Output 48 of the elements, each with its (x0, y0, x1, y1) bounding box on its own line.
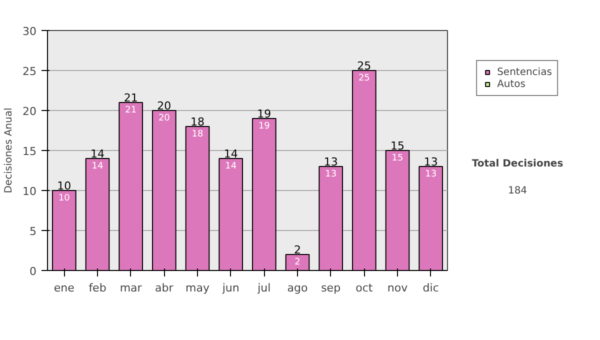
data-label: 20 (158, 114, 170, 124)
total-label: 18 (190, 116, 204, 128)
total-label: 25 (357, 60, 372, 72)
x-tick-label: abr (155, 282, 174, 294)
y-tick-label: 20 (22, 105, 37, 118)
x-tick-label: ago (287, 282, 308, 294)
x-tick-label: dic (422, 282, 439, 294)
x-tick-label: nov (387, 282, 408, 294)
x-tick-label: ene (54, 282, 75, 294)
x-tick-label: mar (120, 282, 142, 294)
legend-label: Autos (497, 78, 526, 90)
data-label: 21 (125, 106, 137, 116)
data-label: 2 (294, 258, 300, 268)
y-tick-label: 30 (22, 25, 37, 38)
x-tick-label: sep (321, 282, 341, 294)
x-tick-label: may (186, 282, 210, 294)
x-tick-label: jul (256, 282, 271, 294)
data-label: 15 (392, 154, 404, 164)
data-label: 14 (92, 162, 104, 172)
x-tick-label: jun (221, 282, 240, 294)
data-label: 13 (425, 170, 437, 180)
x-tick-label: oct (356, 282, 374, 294)
text: 184 (508, 186, 528, 197)
data-label: 14 (225, 162, 237, 172)
legend-label: Sentencias (497, 66, 552, 78)
total-label: 2 (294, 244, 301, 256)
y-tick-label: 5 (30, 225, 36, 238)
total-label: 21 (124, 92, 138, 104)
total-label: 13 (424, 156, 438, 168)
x-tick-label: feb (88, 282, 106, 294)
total-label: 14 (224, 148, 238, 160)
y-tick-label: 15 (22, 145, 37, 158)
total-label: 15 (390, 140, 404, 152)
total-label: 19 (257, 108, 272, 120)
y-tick-label: 25 (22, 65, 37, 78)
text: Total Decisiones (472, 158, 564, 170)
data-label: 18 (192, 130, 204, 140)
total-label: 14 (90, 148, 104, 160)
total-label: 10 (57, 180, 72, 192)
total-label: 13 (324, 156, 338, 168)
data-label: 25 (358, 74, 370, 84)
total-label: 20 (157, 100, 172, 112)
y-tick-label: 0 (30, 265, 36, 278)
data-label: 19 (258, 122, 270, 132)
y-tick-label: 10 (22, 185, 37, 198)
data-label: 10 (58, 194, 70, 204)
y-axis-title: Decisiones Anual (4, 108, 15, 194)
data-label: 13 (325, 170, 337, 180)
